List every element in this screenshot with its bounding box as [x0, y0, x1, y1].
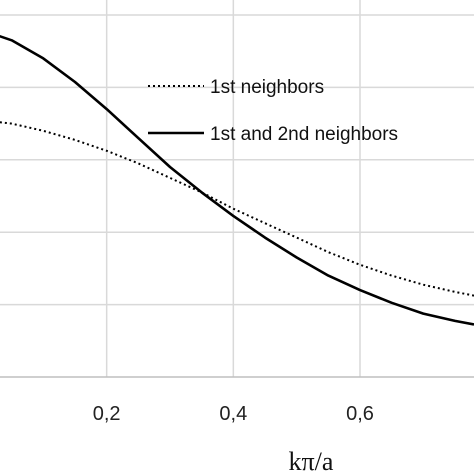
- series-line-2: [0, 34, 474, 326]
- x-tick-label: 0,6: [346, 403, 374, 425]
- series-line-1: [0, 121, 474, 297]
- x-tick-label: 0,2: [93, 403, 121, 425]
- x-axis-ticks: 0,2 0,4 0,6: [93, 403, 374, 425]
- legend-label-1: 1st neighbors: [210, 77, 324, 98]
- legend: 1st neighbors 1st and 2nd neighbors: [148, 77, 398, 145]
- grid: [0, 0, 474, 378]
- x-axis-label: kπ/a: [289, 447, 334, 474]
- series-group: [0, 34, 474, 326]
- legend-label-2: 1st and 2nd neighbors: [210, 124, 398, 145]
- x-tick-label: 0,4: [219, 403, 247, 425]
